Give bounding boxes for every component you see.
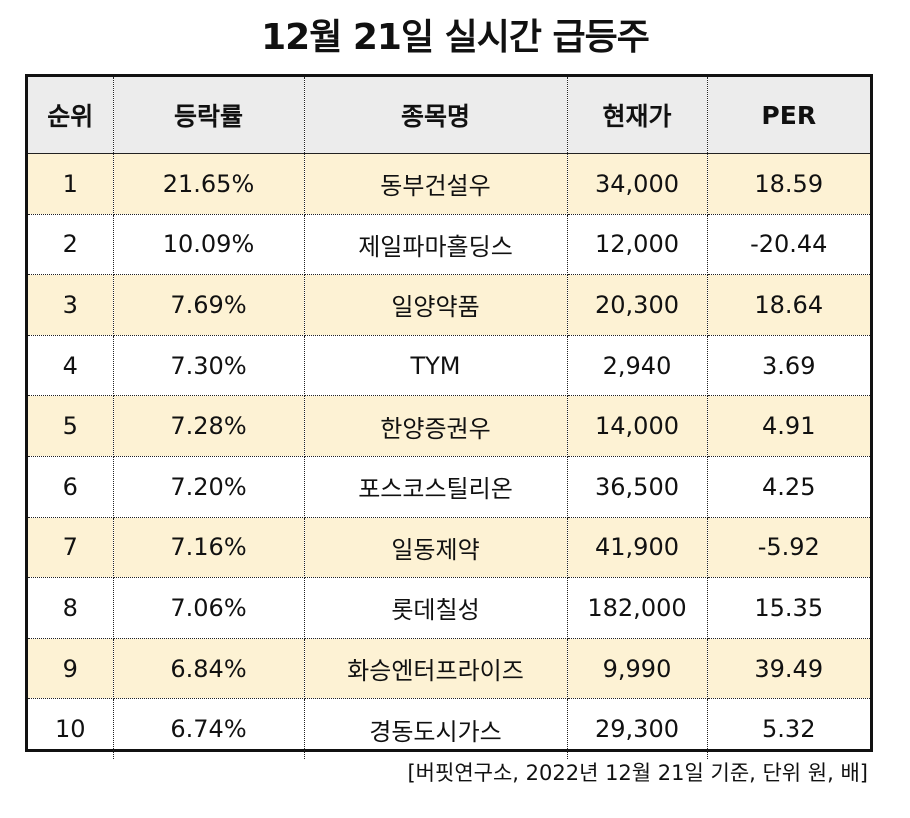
- footnote: [버핏연구소, 2022년 12월 21일 기준, 단위 원, 배]: [407, 761, 868, 785]
- table-body: 1 21.65% 동부건설우 34,000 18.59 2 10.09% 제일파마홀딩스 12,…: [28, 153, 870, 759]
- table-row: 2 10.09% 제일파마홀딩스 12,000 -20.44: [28, 214, 870, 276]
- cell-current-price: 36,500: [567, 456, 708, 518]
- cell-change-rate: 7.16%: [113, 517, 305, 579]
- cell-current-price: 182,000: [567, 577, 708, 639]
- cell-change-rate: 10.09%: [113, 214, 305, 276]
- cell-stock-name: TYM: [304, 335, 568, 397]
- cell-current-price: 34,000: [567, 153, 708, 215]
- cell-stock-name: 일양약품: [304, 274, 568, 336]
- cell-rank: 6: [28, 456, 114, 518]
- cell-per: 4.91: [707, 395, 870, 457]
- cell-stock-name: 일동제약: [304, 517, 568, 579]
- cell-change-rate: 7.30%: [113, 335, 305, 397]
- cell-rank: 9: [28, 638, 114, 700]
- header-stock-name: 종목명: [304, 77, 568, 154]
- cell-rank: 4: [28, 335, 114, 397]
- cell-stock-name: 동부건설우: [304, 153, 568, 215]
- cell-stock-name: 제일파마홀딩스: [304, 214, 568, 276]
- cell-current-price: 41,900: [567, 517, 708, 579]
- cell-change-rate: 6.74%: [113, 698, 305, 759]
- cell-current-price: 2,940: [567, 335, 708, 397]
- table-row: 7 7.16% 일동제약 41,900 -5.92: [28, 517, 870, 579]
- cell-current-price: 12,000: [567, 214, 708, 276]
- cell-per: -20.44: [707, 214, 870, 276]
- cell-current-price: 14,000: [567, 395, 708, 457]
- table-row: 3 7.69% 일양약품 20,300 18.64: [28, 274, 870, 336]
- header-rank: 순위: [28, 77, 114, 154]
- cell-change-rate: 7.69%: [113, 274, 305, 336]
- cell-rank: 10: [28, 698, 114, 759]
- cell-per: 18.64: [707, 274, 870, 336]
- header-per: PER: [707, 77, 870, 154]
- header-change-rate: 등락률: [113, 77, 305, 154]
- cell-per: -5.92: [707, 517, 870, 579]
- page-title: 12월 21일 실시간 급등주: [261, 17, 650, 58]
- cell-current-price: 9,990: [567, 638, 708, 700]
- cell-stock-name: 한양증권우: [304, 395, 568, 457]
- cell-current-price: 20,300: [567, 274, 708, 336]
- cell-rank: 3: [28, 274, 114, 336]
- cell-stock-name: 포스코스틸리온: [304, 456, 568, 518]
- cell-change-rate: 21.65%: [113, 153, 305, 215]
- table-row: 4 7.30% TYM 2,940 3.69: [28, 335, 870, 397]
- table-row: 1 21.65% 동부건설우 34,000 18.59: [28, 153, 870, 215]
- cell-stock-name: 경동도시가스: [304, 698, 568, 759]
- cell-change-rate: 7.06%: [113, 577, 305, 639]
- cell-rank: 5: [28, 395, 114, 457]
- cell-change-rate: 7.28%: [113, 395, 305, 457]
- cell-stock-name: 롯데칠성: [304, 577, 568, 639]
- cell-change-rate: 7.20%: [113, 456, 305, 518]
- cell-per: 39.49: [707, 638, 870, 700]
- cell-per: 4.25: [707, 456, 870, 518]
- table-row: 5 7.28% 한양증권우 14,000 4.91: [28, 395, 870, 457]
- table-row: 10 6.74% 경동도시가스 29,300 5.32: [28, 698, 870, 759]
- cell-per: 18.59: [707, 153, 870, 215]
- cell-rank: 1: [28, 153, 114, 215]
- stock-table: 순위 등락률 종목명 현재가 PER 1 21.65% 동부건설우 34,000 18.…: [28, 77, 870, 759]
- cell-per: 15.35: [707, 577, 870, 639]
- cell-rank: 8: [28, 577, 114, 639]
- table-row: 8 7.06% 롯데칠성 182,000 15.35: [28, 577, 870, 639]
- cell-per: 5.32: [762, 715, 816, 744]
- cell-rank: 2: [28, 214, 114, 276]
- cell-stock-name: 화승엔터프라이즈: [304, 638, 568, 700]
- header-current-price: 현재가: [567, 77, 708, 154]
- cell-change-rate: 6.84%: [113, 638, 305, 700]
- table-header-row: 순위 등락률 종목명 현재가 PER: [28, 77, 870, 154]
- cell-rank: 7: [28, 517, 114, 579]
- table-row: 9 6.84% 화승엔터프라이즈 9,990 39.49: [28, 638, 870, 700]
- table-row: 6 7.20% 포스코스틸리온 36,500 4.25: [28, 456, 870, 518]
- stock-table-frame: 순위 등락률 종목명 현재가 PER 1 21.65% 동부건설우 34,000 18.…: [25, 74, 873, 759]
- cell-per: 3.69: [707, 335, 870, 397]
- cell-current-price: 29,300: [567, 698, 708, 759]
